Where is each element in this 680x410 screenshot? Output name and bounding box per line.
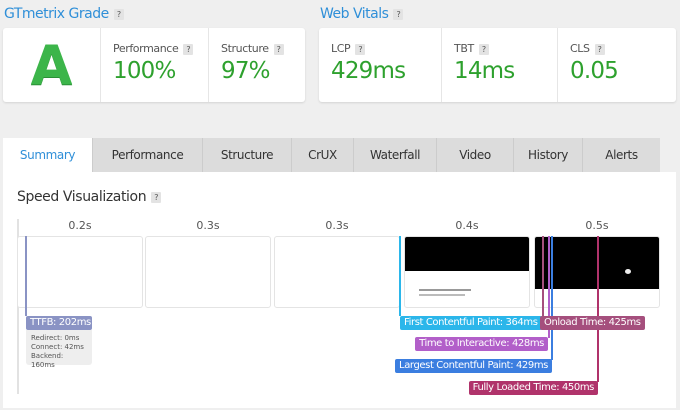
cls-metric: CLS? 0.05 — [557, 28, 676, 102]
performance-value: 100% — [113, 58, 176, 84]
tbt-label: TBT — [454, 42, 474, 55]
tab-summary[interactable]: Summary — [3, 138, 93, 172]
tti-marker — [548, 236, 550, 338]
gtmetrix-grade-heading: GTmetrix Grade? — [4, 6, 124, 22]
tab-video[interactable]: Video — [437, 138, 514, 172]
help-icon[interactable]: ? — [151, 191, 162, 203]
onload-label: Onload Time: 425ms — [540, 316, 645, 330]
web-vitals-heading: Web Vitals? — [320, 6, 404, 22]
help-icon[interactable]: ? — [183, 43, 194, 55]
tbt-metric: TBT? 14ms — [441, 28, 557, 102]
structure-metric: Structure? 97% — [208, 28, 305, 102]
title-text: Speed Visualization — [17, 189, 147, 205]
filmstrip-frame[interactable] — [145, 236, 271, 308]
lcp-label: LCP — [331, 42, 351, 55]
fully-loaded-label: Fully Loaded Time: 450ms — [468, 381, 598, 395]
cls-label: CLS — [570, 42, 590, 55]
fully-loaded-marker — [597, 236, 599, 382]
help-icon[interactable]: ? — [355, 43, 366, 55]
help-icon[interactable]: ? — [393, 8, 404, 20]
cls-value: 0.05 — [570, 58, 619, 84]
lcp-metric: LCP? 429ms — [319, 28, 441, 102]
tab-crux[interactable]: CrUX — [292, 138, 354, 172]
web-vitals-panel: LCP? 429ms TBT? 14ms CLS? 0.05 — [319, 28, 676, 102]
connect-time: Connect: 42ms — [31, 343, 84, 351]
heading-text: Web Vitals — [320, 6, 389, 22]
fcp-label: First Contentful Paint: 364ms — [400, 316, 542, 330]
filmstrip-frame[interactable] — [274, 236, 400, 308]
tab-waterfall[interactable]: Waterfall — [354, 138, 437, 172]
lcp-marker — [551, 236, 553, 360]
backend-time: Backend: 160ms — [31, 352, 64, 369]
frame-time: 0.3s — [196, 219, 220, 232]
frame-time: 0.2s — [68, 219, 92, 232]
speed-visualization-title: Speed Visualization? — [17, 189, 162, 205]
lcp-label: Largest Contentful Paint: 429ms — [395, 359, 552, 373]
frame-time: 0.5s — [585, 219, 609, 232]
structure-value: 97% — [221, 58, 271, 84]
tab-alerts[interactable]: Alerts — [583, 138, 660, 172]
tab-structure[interactable]: Structure — [203, 138, 292, 172]
ttfb-marker — [25, 236, 27, 316]
grade-panel: A Performance? 100% Structure? 97% — [3, 28, 305, 102]
tab-history[interactable]: History — [514, 138, 583, 172]
tab-performance[interactable]: Performance — [93, 138, 203, 172]
tbt-value: 14ms — [454, 58, 515, 84]
grade-letter: A — [30, 34, 73, 97]
performance-label: Performance — [113, 42, 179, 55]
help-icon[interactable]: ? — [594, 43, 605, 55]
onload-marker — [542, 236, 544, 316]
lcp-value: 429ms — [331, 58, 406, 84]
redirect-time: Redirect: 0ms — [31, 334, 80, 342]
tti-label: Time to Interactive: 428ms — [415, 337, 548, 351]
structure-label: Structure — [221, 42, 269, 55]
help-icon[interactable]: ? — [478, 43, 489, 55]
performance-metric: Performance? 100% — [100, 28, 208, 102]
filmstrip-frame[interactable] — [404, 236, 530, 308]
heading-text: GTmetrix Grade — [4, 6, 109, 22]
fcp-marker — [399, 236, 401, 316]
frame-time: 0.4s — [455, 219, 479, 232]
ttfb-label: TTFB: 202ms — [26, 316, 92, 330]
frame-time: 0.3s — [325, 219, 349, 232]
help-icon[interactable]: ? — [273, 43, 284, 55]
ttfb-breakdown: Redirect: 0ms Connect: 42ms Backend: 160… — [26, 330, 92, 369]
help-icon[interactable]: ? — [113, 8, 124, 20]
filmstrip-frame[interactable] — [17, 236, 143, 308]
